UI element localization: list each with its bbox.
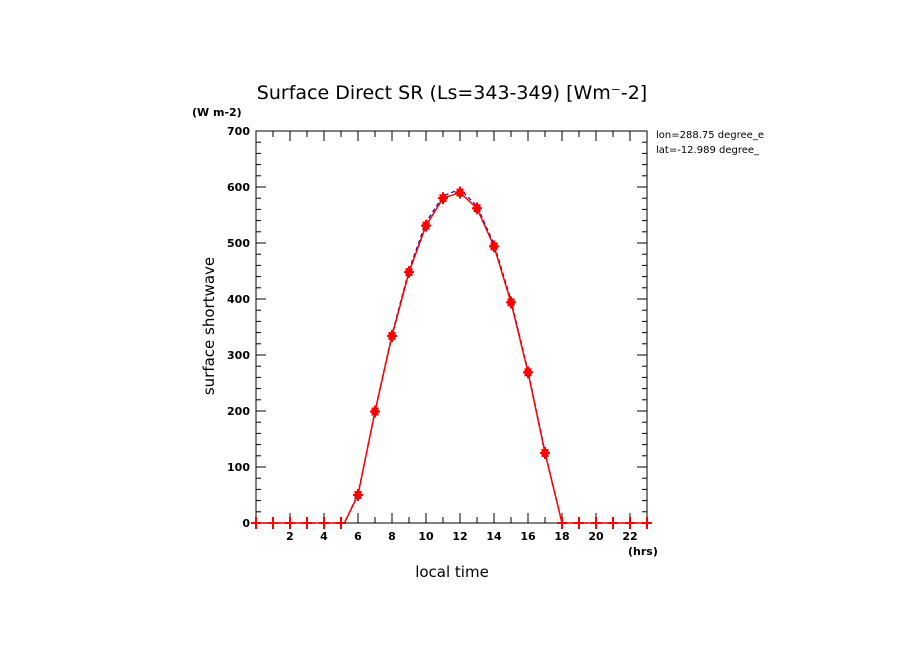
x-axis-label: local time xyxy=(415,563,489,581)
data-point-marker xyxy=(574,517,584,529)
info-lon: lon=288.75 degree_e xyxy=(656,130,764,141)
plot-frame xyxy=(255,130,648,524)
x-tick-label: 4 xyxy=(320,530,328,543)
x-tick-label: 22 xyxy=(622,530,637,543)
x-tick-label: 6 xyxy=(354,530,362,543)
data-point-marker xyxy=(523,366,533,379)
data-point-marker xyxy=(455,186,465,199)
data-point-marker xyxy=(336,517,346,529)
y-tick-label: 300 xyxy=(227,349,250,362)
y-unit-label: (W m-2) xyxy=(192,106,242,119)
data-point-marker xyxy=(353,489,363,501)
data-point-marker xyxy=(489,240,499,253)
chart-title: Surface Direct SR (Ls=343-349) [Wm⁻-2] xyxy=(257,82,647,104)
data-point-marker xyxy=(421,219,431,232)
data-point-marker xyxy=(438,192,448,205)
y-tick-label: 0 xyxy=(242,517,250,530)
data-point-marker xyxy=(557,517,567,529)
data-point-marker xyxy=(404,266,414,279)
x-tick-label: 10 xyxy=(418,530,434,543)
x-tick-label: 18 xyxy=(554,530,569,543)
data-point-marker xyxy=(268,517,278,529)
x-tick-label: 2 xyxy=(286,530,294,543)
x-tick-label: 14 xyxy=(486,530,502,543)
y-axis-label: surface shortwave xyxy=(200,257,218,395)
data-point-marker xyxy=(285,517,295,529)
y-tick-label: 100 xyxy=(227,461,250,474)
x-tick-label: 8 xyxy=(388,530,396,543)
x-tick-label: 20 xyxy=(588,530,604,543)
data-point-marker xyxy=(625,517,635,529)
data-point-marker xyxy=(319,517,329,529)
x-tick-label: 16 xyxy=(520,530,536,543)
data-point-marker xyxy=(251,517,261,529)
x-tick-label: 12 xyxy=(452,530,467,543)
y-tick-label: 700 xyxy=(227,125,250,138)
info-lat: lat=-12.989 degree_ xyxy=(656,145,760,156)
data-point-marker xyxy=(370,405,380,418)
y-tick-label: 500 xyxy=(227,237,250,250)
data-point-marker xyxy=(506,296,516,309)
y-tick-label: 600 xyxy=(227,181,250,194)
data-point-marker xyxy=(472,202,482,215)
series-line-0 xyxy=(256,188,647,524)
y-tick-label: 200 xyxy=(227,405,250,418)
data-point-marker xyxy=(387,329,397,342)
axes-layer: 2 4 6 8 10 12 14 16 18 20 22 0 100 200 300 400 500 600 700 xyxy=(227,125,647,543)
series-line-1 xyxy=(256,191,647,524)
data-point-marker xyxy=(608,517,618,529)
data-point-marker xyxy=(302,517,312,529)
x-unit-label: (hrs) xyxy=(628,545,658,558)
data-point-marker xyxy=(591,517,601,529)
y-tick-label: 400 xyxy=(227,293,250,306)
data-point-marker xyxy=(540,447,550,459)
data-point-marker xyxy=(642,517,652,529)
series-layer xyxy=(251,186,652,529)
